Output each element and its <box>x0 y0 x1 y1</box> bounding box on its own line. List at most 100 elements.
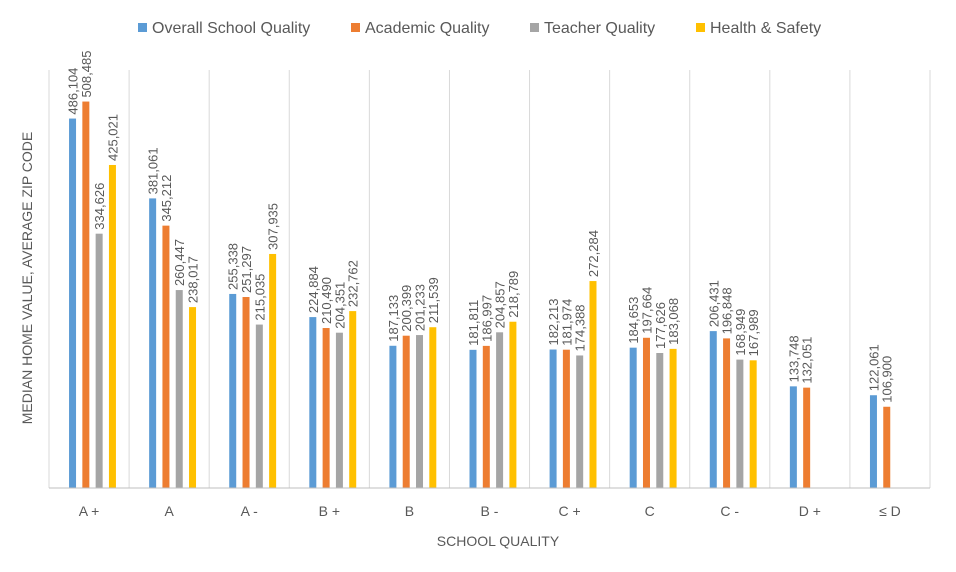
data-label: 210,490 <box>319 277 334 324</box>
legend-swatch-4 <box>696 23 705 32</box>
data-label: 251,297 <box>239 246 254 293</box>
x-axis-title: SCHOOL QUALITY <box>437 533 560 549</box>
x-tick-label: B <box>405 503 414 519</box>
data-label: 197,664 <box>639 287 654 334</box>
data-label: 133,748 <box>786 335 801 382</box>
bar-2-4 <box>322 328 330 488</box>
legend-swatch-2 <box>351 23 360 32</box>
data-label: 200,399 <box>399 285 414 332</box>
legend-swatch-1 <box>138 23 147 32</box>
bar-4-3 <box>269 253 277 488</box>
bar-4-8 <box>669 348 677 488</box>
data-label: 184,653 <box>626 297 641 344</box>
bars <box>69 101 891 489</box>
data-label: 106,900 <box>880 356 895 403</box>
data-label: 425,021 <box>105 114 120 161</box>
data-label: 183,068 <box>666 298 681 345</box>
x-tick-label: B + <box>319 503 340 519</box>
bar-1-6 <box>469 349 477 488</box>
bar-2-2 <box>162 225 170 488</box>
bar-1-7 <box>549 349 557 488</box>
bar-4-1 <box>108 164 116 488</box>
bar-3-1 <box>95 233 103 488</box>
bar-1-11 <box>869 395 877 488</box>
data-label: 272,284 <box>586 230 601 277</box>
bar-1-9 <box>709 331 717 488</box>
bar-3-2 <box>175 290 183 488</box>
data-label: 204,857 <box>493 281 508 328</box>
bar-4-6 <box>509 321 517 488</box>
data-label: 238,017 <box>186 256 201 303</box>
bar-3-6 <box>496 332 504 488</box>
bar-4-2 <box>189 307 197 488</box>
data-label: 345,212 <box>159 175 174 222</box>
legend-label-3: Teacher Quality <box>544 20 655 37</box>
data-label: 174,388 <box>573 304 588 351</box>
data-label: 187,133 <box>386 295 401 342</box>
bar-1-5 <box>389 345 397 488</box>
x-tick-label: A + <box>79 503 100 519</box>
x-tick-label: D + <box>799 503 821 519</box>
x-tick-label: A <box>164 503 174 519</box>
legend-label-2: Academic Quality <box>365 20 490 37</box>
bar-2-10 <box>803 387 811 488</box>
data-label: 232,762 <box>346 260 361 307</box>
data-label: 486,104 <box>66 68 81 115</box>
data-label: 218,789 <box>506 271 521 318</box>
bar-4-7 <box>589 281 597 488</box>
bar-2-8 <box>642 337 650 488</box>
data-label: 186,997 <box>479 295 494 342</box>
bar-1-2 <box>149 198 157 488</box>
bar-2-6 <box>482 345 490 488</box>
bar-1-4 <box>309 317 317 488</box>
bar-3-4 <box>335 332 343 488</box>
x-tick-label: C + <box>558 503 580 519</box>
data-label: 132,051 <box>800 337 815 384</box>
bar-4-9 <box>749 360 757 488</box>
data-label: 204,351 <box>332 282 347 329</box>
legend: Overall School Quality Academic Quality Te… <box>138 20 821 37</box>
legend-swatch-3 <box>530 23 539 32</box>
bar-4-4 <box>349 311 357 488</box>
data-label: 508,485 <box>79 51 94 98</box>
bar-1-8 <box>629 347 637 488</box>
data-label: 381,061 <box>146 147 161 194</box>
x-tick-label: B - <box>481 503 499 519</box>
bar-2-9 <box>723 338 731 488</box>
legend-label-1: Overall School Quality <box>152 20 310 37</box>
data-label: 201,233 <box>413 284 428 331</box>
data-label: 182,213 <box>546 299 561 346</box>
data-label: 211,539 <box>426 277 441 323</box>
data-label: 260,447 <box>172 239 187 286</box>
data-label: 181,811 <box>466 300 481 346</box>
bar-1-1 <box>69 118 77 488</box>
data-label: 224,884 <box>306 266 321 313</box>
data-label: 177,626 <box>653 302 668 349</box>
bar-3-5 <box>416 335 424 488</box>
bar-3-3 <box>255 324 263 488</box>
bar-3-9 <box>736 359 744 488</box>
bar-3-8 <box>656 353 664 488</box>
bar-1-10 <box>789 386 797 488</box>
data-label: 167,989 <box>746 309 761 356</box>
category-gridlines <box>48 70 931 488</box>
bar-2-5 <box>402 335 410 488</box>
data-label: 196,848 <box>720 287 735 334</box>
data-label: 206,431 <box>706 280 721 327</box>
bar-4-5 <box>429 327 437 488</box>
bar-3-7 <box>576 355 584 488</box>
bar-2-11 <box>883 406 891 488</box>
x-axis: A + A A - B + B B - C + C C - D + ≤ D <box>49 487 930 519</box>
x-tick-label: ≤ D <box>879 503 901 519</box>
data-label: 181,974 <box>559 299 574 346</box>
data-label: 215,035 <box>252 274 267 321</box>
x-tick-label: C - <box>720 503 739 519</box>
data-label: 168,949 <box>733 309 748 356</box>
bar-2-1 <box>82 101 90 489</box>
data-label: 122,061 <box>866 344 881 391</box>
x-tick-label: A - <box>241 503 258 519</box>
bar-2-3 <box>242 297 250 488</box>
